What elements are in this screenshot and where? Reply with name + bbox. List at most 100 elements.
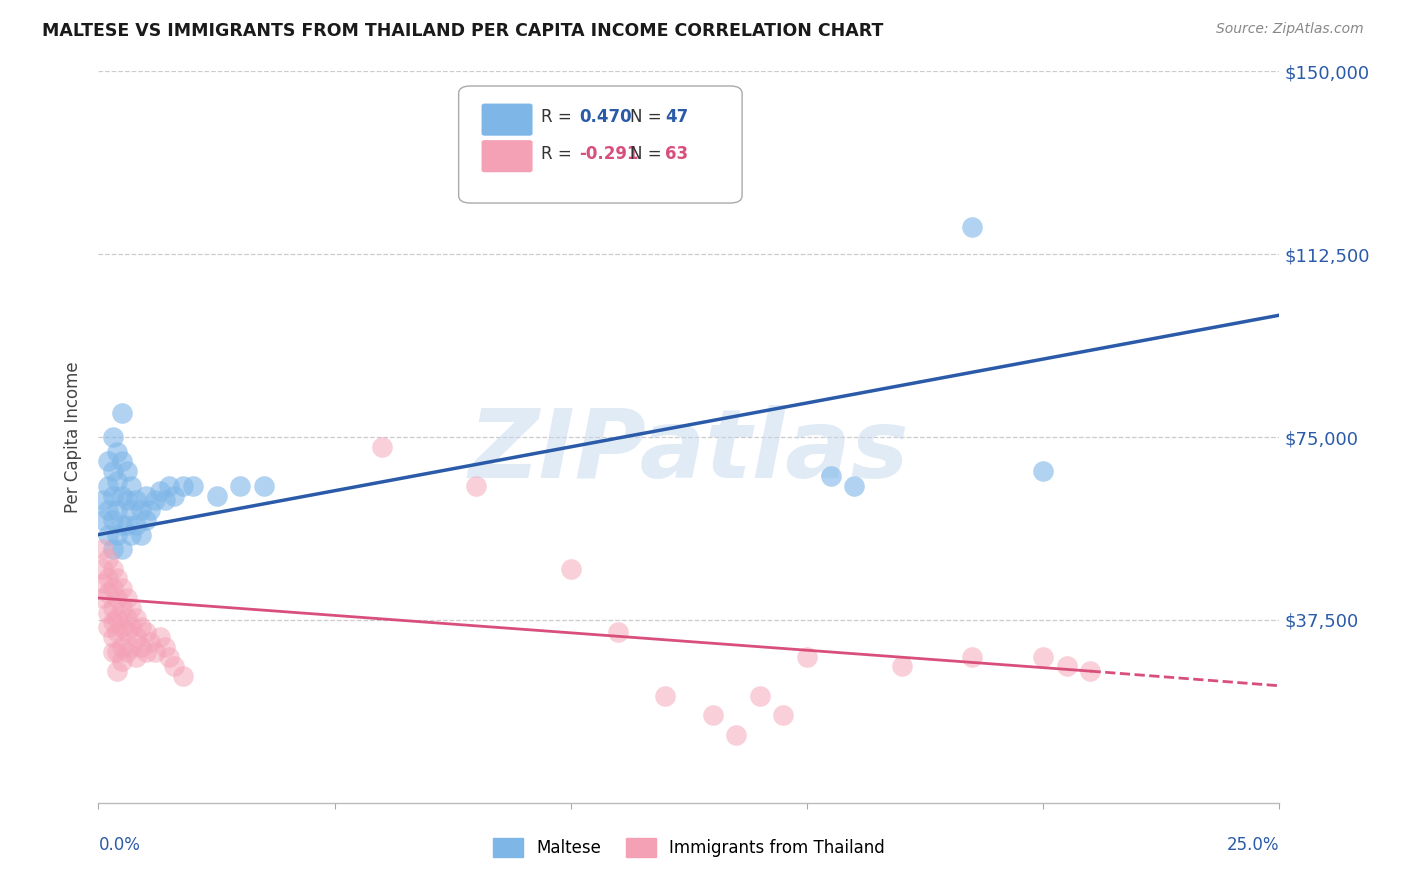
Point: [121, 527, 143, 541]
Point: [105, 591, 128, 605]
Point: [115, 645, 138, 659]
Point: [105, 527, 128, 541]
Point: [253, 479, 276, 493]
Point: [111, 600, 134, 615]
Point: [149, 483, 172, 498]
Point: [149, 630, 172, 644]
Point: [91, 562, 114, 576]
Point: [121, 503, 143, 517]
Point: [143, 493, 166, 508]
Point: [115, 610, 138, 624]
Point: [101, 581, 124, 595]
Text: Source: ZipAtlas.com: Source: ZipAtlas.com: [1216, 22, 1364, 37]
Point: [1032, 649, 1054, 664]
Text: 63: 63: [665, 145, 689, 163]
FancyBboxPatch shape: [458, 86, 742, 203]
Point: [371, 440, 394, 454]
Point: [111, 654, 134, 668]
Point: [172, 669, 194, 683]
Point: [1080, 664, 1102, 678]
FancyBboxPatch shape: [482, 104, 531, 135]
Point: [772, 708, 794, 723]
Text: 25.0%: 25.0%: [1227, 836, 1279, 854]
Point: [796, 649, 818, 664]
Point: [844, 479, 866, 493]
Point: [820, 469, 842, 483]
Point: [97, 586, 120, 600]
Point: [105, 474, 128, 488]
Text: R =: R =: [541, 145, 578, 163]
Point: [129, 527, 152, 541]
Point: [97, 620, 120, 634]
Point: [111, 640, 134, 654]
Point: [101, 645, 124, 659]
Point: [135, 489, 157, 503]
Point: [101, 489, 124, 503]
Point: [1056, 659, 1078, 673]
Point: [143, 645, 166, 659]
Point: [91, 542, 114, 557]
Point: [125, 630, 148, 644]
Point: [205, 489, 228, 503]
Point: [101, 630, 124, 644]
Point: [115, 517, 138, 532]
Point: [157, 479, 180, 493]
Point: [181, 479, 204, 493]
Text: N =: N =: [630, 109, 666, 127]
Point: [91, 591, 114, 605]
Point: [139, 503, 162, 517]
Point: [111, 542, 134, 557]
Point: [111, 406, 134, 420]
Point: [91, 513, 114, 527]
Point: [135, 513, 157, 527]
Point: [105, 625, 128, 640]
Point: [105, 572, 128, 586]
Point: [121, 479, 143, 493]
Point: [115, 591, 138, 605]
Point: [172, 479, 194, 493]
Text: -0.291: -0.291: [579, 145, 638, 163]
Text: 0.0%: 0.0%: [98, 836, 141, 854]
Point: [105, 645, 128, 659]
Point: [129, 620, 152, 634]
Text: ZIPatlas: ZIPatlas: [468, 405, 910, 499]
Y-axis label: Per Capita Income: Per Capita Income: [65, 361, 83, 513]
Point: [97, 572, 120, 586]
Text: R =: R =: [541, 109, 578, 127]
Text: MALTESE VS IMMIGRANTS FROM THAILAND PER CAPITA INCOME CORRELATION CHART: MALTESE VS IMMIGRANTS FROM THAILAND PER …: [42, 22, 883, 40]
Point: [135, 625, 157, 640]
Point: [607, 625, 630, 640]
Point: [1032, 464, 1054, 478]
Point: [97, 454, 120, 468]
Point: [654, 689, 676, 703]
Point: [139, 635, 162, 649]
Point: [153, 493, 176, 508]
Point: [560, 562, 582, 576]
Point: [111, 581, 134, 595]
Point: [153, 640, 176, 654]
Point: [105, 444, 128, 458]
Point: [229, 479, 252, 493]
Point: [121, 640, 143, 654]
Point: [115, 493, 138, 508]
Point: [725, 727, 748, 741]
Point: [157, 649, 180, 664]
Text: 0.470: 0.470: [579, 109, 631, 127]
FancyBboxPatch shape: [482, 141, 531, 171]
Text: N =: N =: [630, 145, 666, 163]
Point: [111, 517, 134, 532]
Point: [115, 464, 138, 478]
Point: [163, 489, 186, 503]
Point: [125, 649, 148, 664]
Text: 47: 47: [665, 109, 689, 127]
Point: [129, 640, 152, 654]
Point: [962, 220, 984, 235]
Point: [135, 645, 157, 659]
Point: [111, 489, 134, 503]
Point: [121, 600, 143, 615]
Point: [101, 513, 124, 527]
Point: [97, 479, 120, 493]
Point: [125, 493, 148, 508]
Point: [97, 527, 120, 541]
Point: [129, 503, 152, 517]
